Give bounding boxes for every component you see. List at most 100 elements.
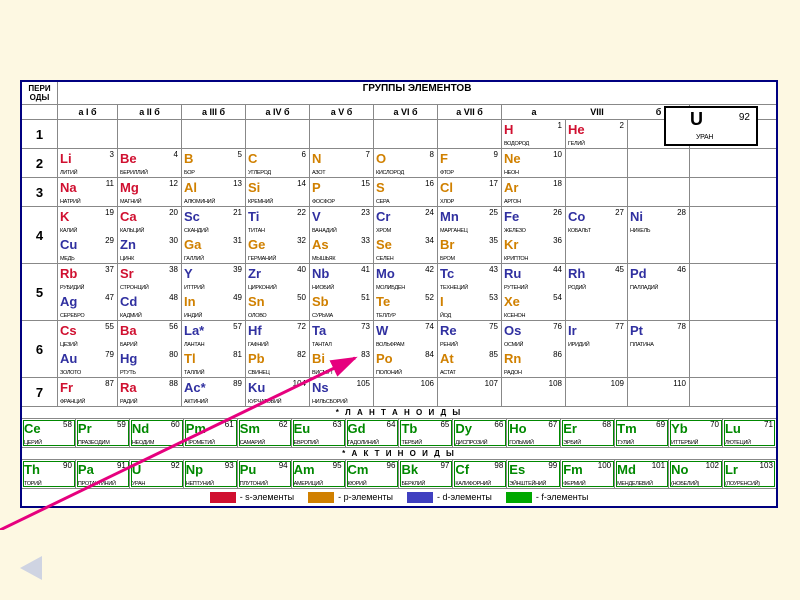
element-Pd: Pd46ПАЛЛАДИЙ bbox=[628, 264, 689, 292]
legend-f: - f-элементы bbox=[506, 492, 588, 503]
element-S: S16СЕРА bbox=[374, 178, 437, 206]
element-Np: Np93НЕПТУНИЙ bbox=[184, 460, 238, 488]
element-At: At85АСТАТ bbox=[438, 349, 501, 377]
element-Dy: Dy66ДИСПРОЗИЙ bbox=[453, 419, 507, 447]
element-Rh: Rh45РОДИЙ bbox=[566, 264, 627, 292]
element-Zn: Zn30ЦИНК bbox=[118, 235, 181, 263]
element-Cr: Cr24ХРОМ bbox=[374, 207, 437, 235]
element-Fm: Fm100ФЕРМИЙ bbox=[561, 460, 615, 488]
element-No: No102(НОБЕЛИЙ) bbox=[669, 460, 723, 488]
element-O: O8КИСЛОРОД bbox=[374, 149, 437, 177]
periods-header: ПЕРИОДЫ bbox=[22, 82, 58, 104]
element-Ba: Ba56БАРИЙ bbox=[118, 321, 181, 349]
element-Cd: Cd48КАДМИЙ bbox=[118, 292, 181, 320]
element-Ru: Ru44РУТЕНИЙ bbox=[502, 264, 565, 292]
element-Xe: Xe54КСЕНОН bbox=[502, 292, 565, 320]
element-H: H1ВОДОРОД bbox=[502, 120, 565, 148]
element-Sc: Sc21СКАНДИЙ bbox=[182, 207, 245, 235]
element-Nb: Nb41НИОБИЙ bbox=[310, 264, 373, 292]
element-Na: Na11НАТРИЙ bbox=[58, 178, 117, 206]
element-Am: Am95АМЕРИЦИЙ bbox=[292, 460, 346, 488]
element-Sr: Sr38СТРОНЦИЙ bbox=[118, 264, 181, 292]
groups-title: ГРУППЫ ЭЛЕМЕНТОВ bbox=[58, 82, 776, 104]
element-Pm: Pm61ПРОМЕТИЙ bbox=[184, 419, 238, 447]
element-Mn: Mn25МАРГАНЕЦ bbox=[438, 207, 501, 235]
element-In: In49ИНДИЙ bbox=[182, 292, 245, 320]
element-Co: Co27КОБАЛЬТ bbox=[566, 207, 627, 235]
element-Gd: Gd64ГАДОЛИНИЙ bbox=[346, 419, 400, 447]
element-Zr: Zr40ЦИРКОНИЙ bbox=[246, 264, 309, 292]
element-Ra: Ra88РАДИЙ bbox=[118, 378, 181, 406]
element-Br: Br35БРОМ bbox=[438, 235, 501, 263]
element-Te: Te52ТЕЛЛУР bbox=[374, 292, 437, 320]
period-6: 6 bbox=[22, 321, 58, 377]
element-Pr: Pr59ПРАЗЕОДИМ bbox=[76, 419, 130, 447]
element-K: K19КАЛИЙ bbox=[58, 207, 117, 235]
element-B: B5БОР bbox=[182, 149, 245, 177]
element-Pu: Pu94ПЛУТОНИЙ bbox=[238, 460, 292, 488]
element-Ag: Ag47СЕРЕБРО bbox=[58, 292, 117, 320]
element-Sb: Sb51СУРЬМА bbox=[310, 292, 373, 320]
element-Ku: Ku104КУРЧАТОВИЙ bbox=[246, 378, 309, 406]
element-Eu: Eu63ЕВРОПИЙ bbox=[292, 419, 346, 447]
element-109: 109 bbox=[566, 378, 627, 406]
sample-name: УРАН bbox=[696, 134, 713, 141]
element-Er: Er68ЭРБИЙ bbox=[561, 419, 615, 447]
actinoids-row: Th90ТОРИЙPa91ПРОТАКТИНИЙU92УРАНNp93НЕПТУ… bbox=[22, 460, 776, 489]
element-Ge: Ge32ГЕРМАНИЙ bbox=[246, 235, 309, 263]
element-Ca: Ca20КАЛЬЦИЙ bbox=[118, 207, 181, 235]
element-Ni: Ni28НИКЕЛЬ bbox=[628, 207, 689, 235]
element-Pb: Pb82СВИНЕЦ bbox=[246, 349, 309, 377]
element-Pt: Pt78ПЛАТИНА bbox=[628, 321, 689, 349]
element-Ir: Ir77ИРИДИЙ bbox=[566, 321, 627, 349]
period-1: 1 bbox=[22, 120, 58, 148]
element-He: He2ГЕЛИЙ bbox=[566, 120, 627, 148]
element-Bk: Bk97БЕРКЛИЙ bbox=[399, 460, 453, 488]
element-Po: Po84ПОЛОНИЙ bbox=[374, 349, 437, 377]
element-Re: Re75РЕНИЙ bbox=[438, 321, 501, 349]
element-Fe: Fe26ЖЕЛЕЗО bbox=[502, 207, 565, 235]
element-Ho: Ho67ГОЛЬМИЙ bbox=[507, 419, 561, 447]
legend-p: - p-элементы bbox=[308, 492, 393, 503]
element-Lu: Lu71ЛЮТЕЦИЙ bbox=[723, 419, 776, 447]
element-Lr: Lr103(ЛОУРЕНСИЙ) bbox=[723, 460, 776, 488]
element-Th: Th90ТОРИЙ bbox=[22, 460, 76, 488]
element-As: As33МЫШЬЯК bbox=[310, 235, 373, 263]
element-Y: Y39ИТТРИЙ bbox=[182, 264, 245, 292]
lanthanoids-label: * Л А Н Т А Н О И Д Ы bbox=[22, 407, 776, 419]
element-Hf: Hf72ГАФНИЙ bbox=[246, 321, 309, 349]
element-Ne: Ne10НЕОН bbox=[502, 149, 565, 177]
element-F: F9ФТОР bbox=[438, 149, 501, 177]
element-Cf: Cf98КАЛИФОРНИЙ bbox=[453, 460, 507, 488]
legend-s: - s-элементы bbox=[210, 492, 294, 503]
element-Sn: Sn50ОЛОВО bbox=[246, 292, 309, 320]
element-Se: Se34СЕЛЕН bbox=[374, 235, 437, 263]
element-Mg: Mg12МАГНИЙ bbox=[118, 178, 181, 206]
period-5: 5 bbox=[22, 264, 58, 320]
element-Be: Be4БЕРИЛЛИЙ bbox=[118, 149, 181, 177]
period-2: 2 bbox=[22, 149, 58, 177]
period-4: 4 bbox=[22, 207, 58, 263]
element-Mo: Mo42МОЛИБДЕН bbox=[374, 264, 437, 292]
element-Cl: Cl17ХЛОР bbox=[438, 178, 501, 206]
element-N: N7АЗОТ bbox=[310, 149, 373, 177]
periodic-table: ПЕРИОДЫ ГРУППЫ ЭЛЕМЕНТОВ а I ба II ба II… bbox=[20, 80, 778, 508]
element-Ac*: Ac*89АКТИНИЙ bbox=[182, 378, 245, 406]
element-V: V23ВАНАДИЙ bbox=[310, 207, 373, 235]
element-Ti: Ti22ТИТАН bbox=[246, 207, 309, 235]
actinoids-label: * А К Т И Н О И Д Ы bbox=[22, 448, 776, 460]
sample-number: 92 bbox=[739, 112, 750, 123]
element-Ga: Ga31ГАЛЛИЙ bbox=[182, 235, 245, 263]
legend-d: - d-элементы bbox=[407, 492, 492, 503]
element-Al: Al13АЛЮМИНИЙ bbox=[182, 178, 245, 206]
element-Au: Au79ЗОЛОТО bbox=[58, 349, 117, 377]
prev-slide-button[interactable] bbox=[20, 556, 42, 580]
element-P: P15ФОСФОР bbox=[310, 178, 373, 206]
element-Cm: Cm96КЮРИЙ bbox=[346, 460, 400, 488]
element-Fr: Fr87ФРАНЦИЙ bbox=[58, 378, 117, 406]
group-labels-row: а I ба II ба III ба IV ба V ба VI ба VII… bbox=[22, 105, 776, 120]
element-Nd: Nd60НЕОДИМ bbox=[130, 419, 184, 447]
element-Yb: Yb70ИТТЕРБИЙ bbox=[669, 419, 723, 447]
element-Es: Es99ЭЙНШТЕЙНИЙ bbox=[507, 460, 561, 488]
element-Rb: Rb37РУБИДИЙ bbox=[58, 264, 117, 292]
